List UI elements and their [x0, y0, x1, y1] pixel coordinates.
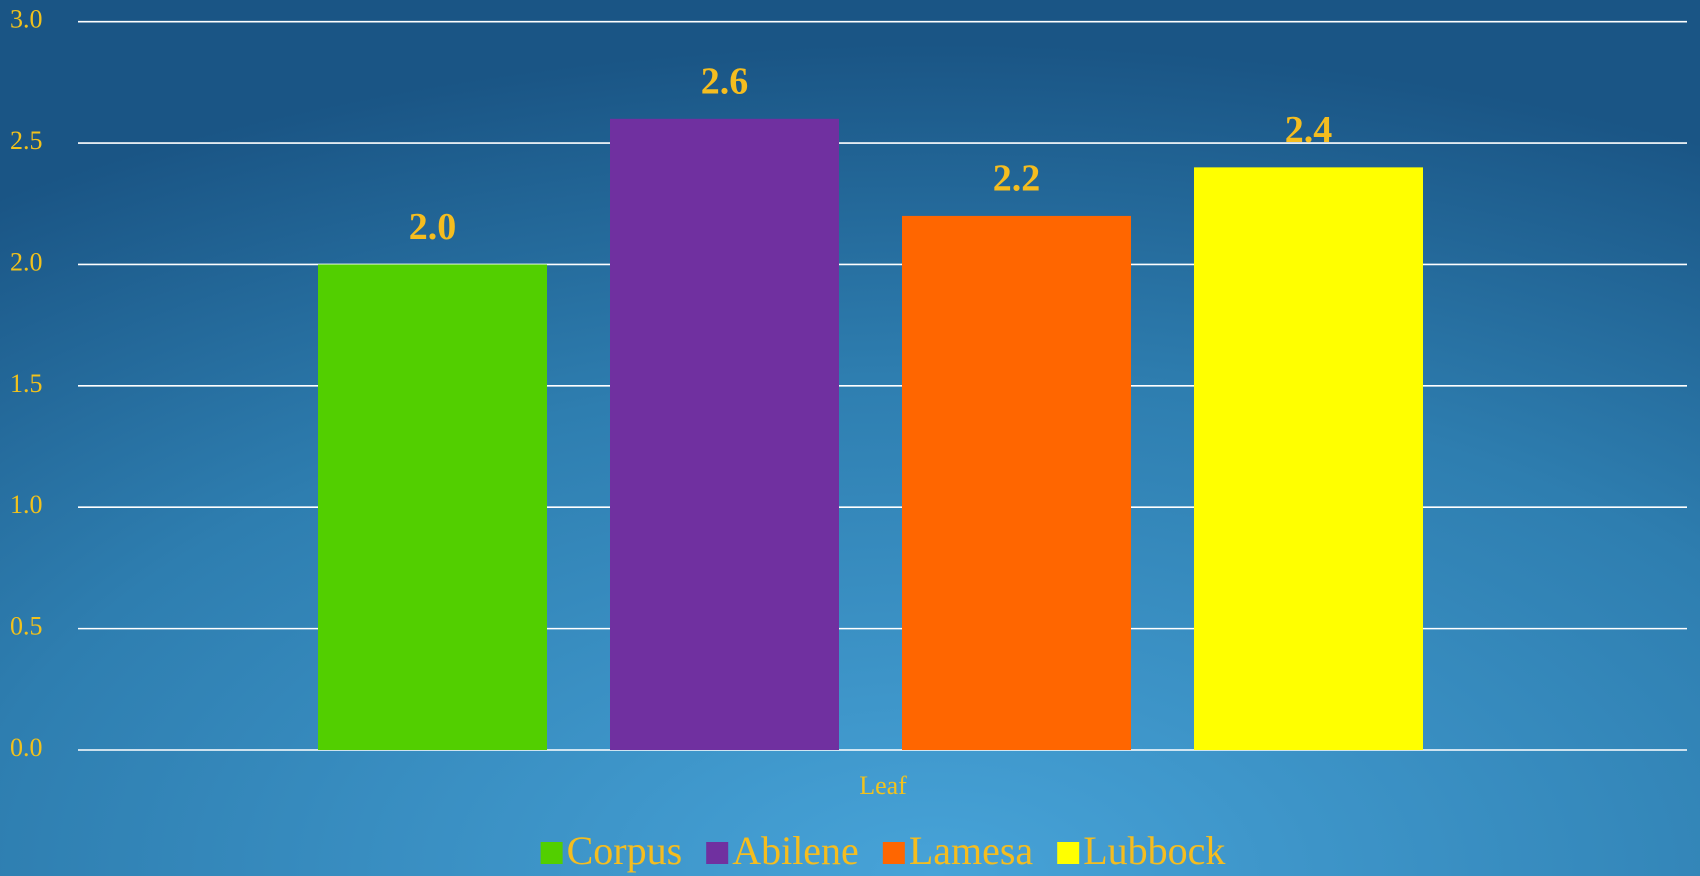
- x-axis-label: Leaf: [859, 771, 907, 800]
- data-label: 2.0: [409, 206, 457, 248]
- bar: [610, 118, 839, 751]
- y-tick-label: 2.5: [10, 126, 43, 155]
- y-tick-label: 2.0: [10, 247, 43, 276]
- y-tick-label: 1.5: [10, 369, 43, 398]
- legend-swatch: [706, 842, 729, 864]
- bar: [318, 264, 547, 750]
- data-label: 2.6: [701, 61, 749, 103]
- data-label: 2.4: [1285, 109, 1333, 151]
- y-tick-label: 0.5: [10, 612, 43, 641]
- legend-label: Lamesa: [909, 828, 1034, 873]
- y-tick-label: 1.0: [10, 490, 43, 519]
- bar: [1194, 167, 1423, 751]
- legend-swatch: [882, 842, 905, 864]
- legend-swatch: [1057, 842, 1080, 864]
- legend-label: Lubbock: [1083, 828, 1225, 873]
- legend-swatch: [540, 842, 563, 864]
- y-tick-label: 3.0: [10, 5, 43, 34]
- bar: [902, 215, 1131, 750]
- legend-label: Abilene: [732, 828, 859, 873]
- legend-label: Corpus: [567, 828, 683, 873]
- y-tick-label: 0.0: [10, 733, 43, 762]
- data-label: 2.2: [993, 158, 1041, 200]
